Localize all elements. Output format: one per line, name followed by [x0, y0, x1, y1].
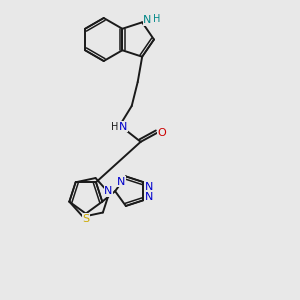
Text: S: S: [82, 214, 89, 224]
Text: N: N: [143, 15, 152, 25]
Text: N: N: [145, 192, 153, 202]
Text: O: O: [157, 128, 166, 138]
Text: H: H: [153, 14, 161, 24]
Text: H: H: [111, 122, 118, 132]
Text: N: N: [117, 177, 125, 187]
Text: N: N: [104, 186, 113, 196]
Text: N: N: [145, 182, 153, 192]
Text: N: N: [118, 122, 127, 132]
